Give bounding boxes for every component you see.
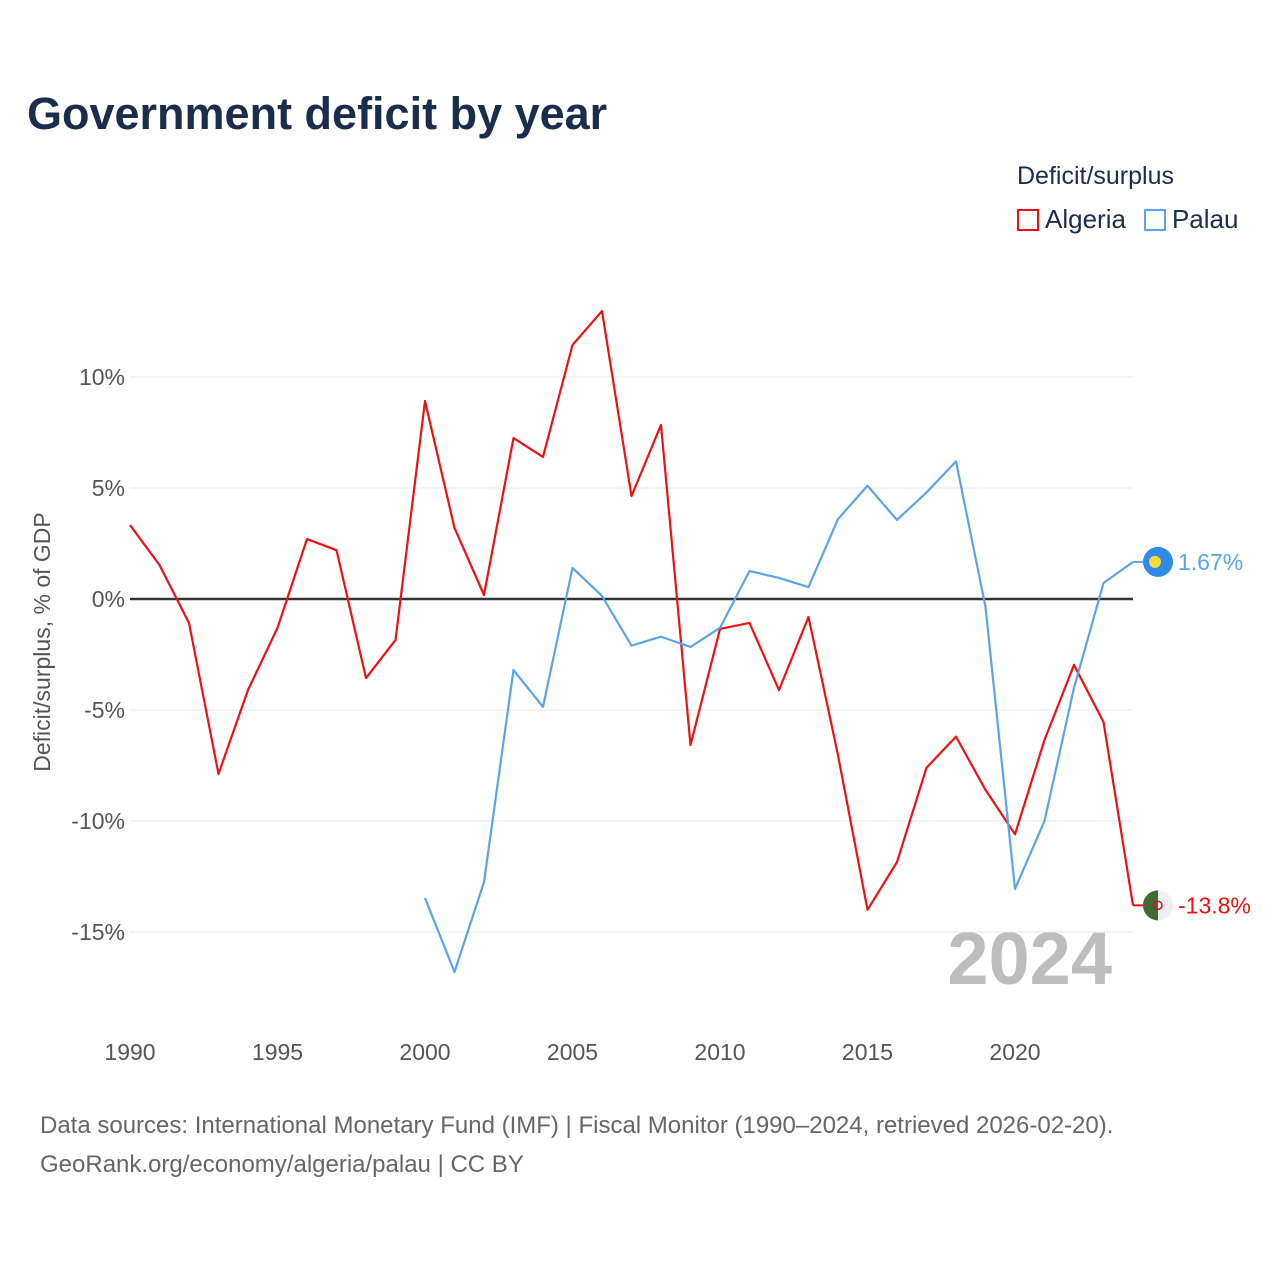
data-point-palau <box>777 575 782 580</box>
algeria-flag-green-icon <box>1143 890 1158 921</box>
data-point-palau <box>1072 685 1077 690</box>
legend-item-algeria[interactable]: Algeria <box>1017 204 1126 235</box>
data-point-algeria <box>305 537 310 542</box>
data-point-palau <box>954 459 959 464</box>
data-point-palau <box>1101 581 1106 586</box>
source-line-1: Data sources: International Monetary Fun… <box>40 1112 1114 1139</box>
data-point-algeria <box>541 454 546 459</box>
data-point-palau <box>511 668 516 673</box>
y-tick-label: -5% <box>84 697 125 723</box>
algeria-flag-crescent-icon <box>1153 900 1163 911</box>
data-point-algeria <box>423 398 428 403</box>
data-point-algeria <box>777 688 782 693</box>
y-tick-label: -15% <box>71 919 125 945</box>
data-point-algeria <box>275 625 280 630</box>
end-value-label: -13.8% <box>1178 892 1251 918</box>
data-point-algeria <box>511 436 516 441</box>
x-tick-label: 2000 <box>399 1039 450 1065</box>
data-point-algeria <box>187 620 192 625</box>
x-tick-label: 1990 <box>104 1039 155 1065</box>
data-point-algeria <box>600 309 605 314</box>
legend-label: Algeria <box>1045 204 1126 234</box>
legend-swatch-algeria <box>1017 208 1039 231</box>
legend: Algeria Palau <box>1017 204 1238 235</box>
source-line-2[interactable]: GeoRank.org/economy/algeria/palau | CC B… <box>40 1151 524 1178</box>
x-tick-label: 2010 <box>694 1039 745 1065</box>
data-point-palau <box>718 625 723 630</box>
data-point-palau <box>865 483 870 488</box>
x-tick-label: 1995 <box>252 1039 303 1065</box>
data-point-algeria <box>865 907 870 912</box>
data-point-algeria <box>393 638 398 643</box>
data-point-algeria <box>216 771 221 776</box>
data-point-palau <box>747 569 752 574</box>
data-point-algeria <box>157 563 162 568</box>
data-point-algeria <box>954 734 959 739</box>
y-tick-label: 5% <box>92 475 125 501</box>
data-point-palau <box>1042 819 1047 824</box>
data-point-palau <box>423 896 428 901</box>
legend-swatch-palau <box>1143 208 1166 231</box>
y-tick-label: -10% <box>71 808 125 834</box>
data-point-palau <box>836 517 841 522</box>
data-point-palau <box>1013 886 1018 891</box>
x-tick-label: 2020 <box>989 1039 1040 1065</box>
data-point-palau <box>688 644 693 649</box>
y-tick-label: 10% <box>79 364 125 390</box>
source-note: Data sources: International Monetary Fun… <box>40 1106 1113 1184</box>
legend-item-palau[interactable]: Palau <box>1143 204 1239 235</box>
year-watermark: 2024 <box>947 917 1112 1000</box>
series-line-palau <box>423 460 1134 974</box>
data-point-algeria <box>836 753 841 758</box>
data-point-algeria <box>1101 719 1106 724</box>
data-point-algeria <box>1042 737 1047 742</box>
y-axis-label: Deficit/surplus, % of GDP <box>29 512 55 771</box>
data-point-algeria <box>659 422 664 427</box>
data-point-algeria <box>1013 832 1018 837</box>
data-point-algeria <box>246 688 251 693</box>
data-point-algeria <box>482 593 487 598</box>
data-point-palau <box>983 604 988 609</box>
data-point-palau <box>541 704 546 709</box>
data-point-palau <box>924 490 929 495</box>
data-point-algeria <box>570 343 575 348</box>
data-point-algeria <box>747 620 752 625</box>
data-point-palau <box>452 969 457 974</box>
end-value-label: 1.67% <box>1178 549 1243 575</box>
data-point-algeria <box>334 548 339 553</box>
legend-label: Palau <box>1171 204 1239 234</box>
x-tick-label: 2005 <box>547 1039 598 1065</box>
data-point-palau <box>659 634 664 639</box>
palau-flag-moon-icon <box>1149 555 1161 568</box>
data-point-algeria <box>983 787 988 792</box>
data-point-algeria <box>452 525 457 530</box>
series-line-algeria <box>129 309 1135 911</box>
data-point-algeria <box>629 493 634 498</box>
data-point-palau <box>806 585 811 590</box>
data-point-algeria <box>895 860 900 865</box>
data-point-palau <box>482 880 487 885</box>
data-point-palau <box>600 593 605 598</box>
data-point-algeria <box>1072 662 1077 667</box>
legend-title: Deficit/surplus <box>1017 162 1174 190</box>
chart-title: Government deficit by year <box>27 88 608 139</box>
data-point-palau <box>895 517 900 522</box>
x-tick-label: 2015 <box>842 1039 893 1065</box>
data-point-palau <box>629 643 634 648</box>
data-point-algeria <box>364 676 369 681</box>
data-point-palau <box>570 565 575 570</box>
data-point-algeria <box>924 765 929 770</box>
y-tick-label: 0% <box>92 586 125 612</box>
data-point-algeria <box>128 523 133 528</box>
data-point-algeria <box>688 743 693 748</box>
data-point-algeria <box>806 614 811 619</box>
